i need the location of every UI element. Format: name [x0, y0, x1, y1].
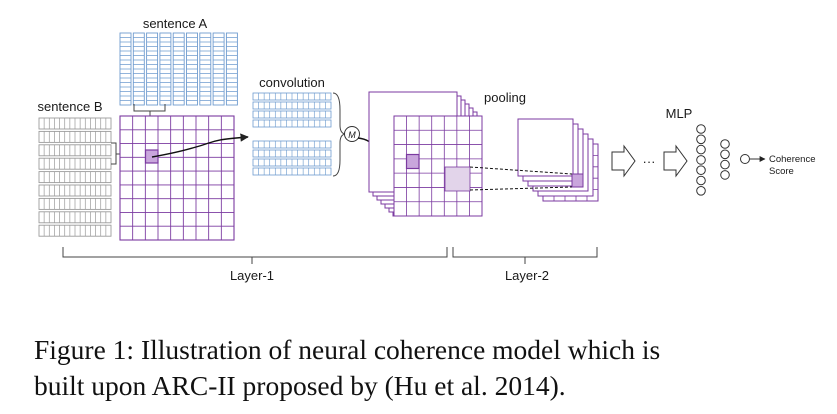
convolution-filter-row-lines: [258, 141, 326, 148]
mlp-neuron-layer1: [696, 155, 706, 165]
open-arrow-2: [663, 144, 688, 178]
sentence-b-word-lines: [43, 185, 107, 196]
sentence-a-word-lines: [173, 37, 185, 101]
sentence-a-word-lines: [133, 37, 145, 101]
layer1-label: Layer-1: [230, 268, 274, 283]
sentence-a-label: sentence A: [143, 16, 208, 31]
mlp-label: MLP: [666, 106, 693, 121]
feature-map-front: [393, 115, 483, 217]
sentence-b-word-lines: [43, 198, 107, 210]
sentence-a-embeddings: [119, 32, 238, 106]
feature-map-highlight: [405, 153, 420, 170]
sentence-b-word-lines: [43, 118, 107, 129]
layer1-bracket: [62, 247, 448, 258]
pooling-label: pooling: [484, 90, 526, 105]
sentence-a-word-lines: [146, 37, 158, 101]
sentence-b-embeddings: [38, 117, 112, 237]
convolution-filter-row-lines: [258, 120, 326, 127]
sentence-a-word-lines: [120, 37, 131, 101]
mlp-neuron-layer2: [720, 170, 730, 180]
merge-node: [344, 126, 360, 142]
sentence-b-word-lines: [43, 171, 107, 183]
mlp-neuron-layer1: [696, 186, 706, 196]
figure-caption: Figure 1: Illustration of neural coheren…: [34, 332, 830, 404]
sentence-a-brace: [133, 104, 166, 117]
mlp-neuron-layer2: [720, 139, 730, 149]
coherence-score-label-2: Score: [769, 166, 794, 177]
pooled-map-layer: [517, 118, 574, 177]
pooling-window: [444, 166, 471, 192]
output-neuron: [740, 154, 750, 164]
caption-line-1: Figure 1: Illustration of neural coheren…: [34, 334, 661, 365]
sentence-a-word-lines: [186, 37, 198, 101]
pooled-cell-highlight: [571, 173, 584, 188]
conv-arrow: [151, 133, 249, 158]
mlp-neuron-layer1: [696, 144, 706, 155]
layer2-label: Layer-2: [505, 268, 549, 283]
sentence-b-label: sentence B: [37, 99, 102, 114]
sentence-a-word-lines: [226, 37, 238, 101]
convolution-filters: [252, 92, 332, 176]
layer2-bracket: [452, 247, 598, 258]
convolution-filter-row-lines: [258, 150, 326, 157]
sentence-a-word-lines: [159, 37, 171, 101]
convolution-filter-row-lines: [258, 93, 326, 100]
merge-symbol: M: [348, 130, 356, 140]
pooled-map-stack: [517, 118, 599, 202]
feature-map-stack: [368, 91, 483, 217]
ellipsis: ···: [643, 154, 656, 169]
convolution-filter-row-lines: [258, 102, 326, 109]
sentence-a-word-lines: [213, 37, 225, 101]
sentence-b-word-lines: [43, 144, 107, 156]
mlp-neuron-layer1: [696, 134, 706, 145]
sentence-b-word-lines: [43, 158, 107, 170]
sentence-b-word-lines: [43, 131, 107, 143]
convolution-label: convolution: [259, 75, 325, 90]
coherence-score-label-1: Coherence: [769, 154, 815, 165]
open-arrow-1: [611, 144, 636, 178]
interaction-matrix-grid-lines: [120, 116, 234, 240]
convolution-filter-row-lines: [258, 159, 326, 166]
sentence-b-word-lines: [43, 225, 107, 237]
mlp-neuron-layer2: [720, 149, 730, 160]
sentence-b-word-lines: [43, 211, 107, 223]
mlp-neuron-layer1: [696, 124, 706, 134]
pooling-line-top: [469, 166, 573, 175]
pooling-line-bottom: [469, 186, 573, 191]
interaction-matrix: [119, 115, 235, 241]
mlp-neuron-layer1: [696, 175, 706, 186]
mlp-neuron-layer2: [720, 159, 730, 170]
mlp-neuron-layer1: [696, 165, 706, 175]
arc-ii-diagram: sentence A sentence B convolution M pool…: [37, 16, 815, 283]
convolution-filter-row-lines: [258, 168, 326, 175]
convolution-filter-row-lines: [258, 111, 326, 118]
mlp-neurons: [696, 124, 730, 196]
sentence-a-word-lines: [199, 37, 211, 101]
interaction-matrix-grid: [119, 115, 235, 241]
caption-line-2: built upon ARC-II proposed by (Hu et al.…: [34, 370, 566, 401]
